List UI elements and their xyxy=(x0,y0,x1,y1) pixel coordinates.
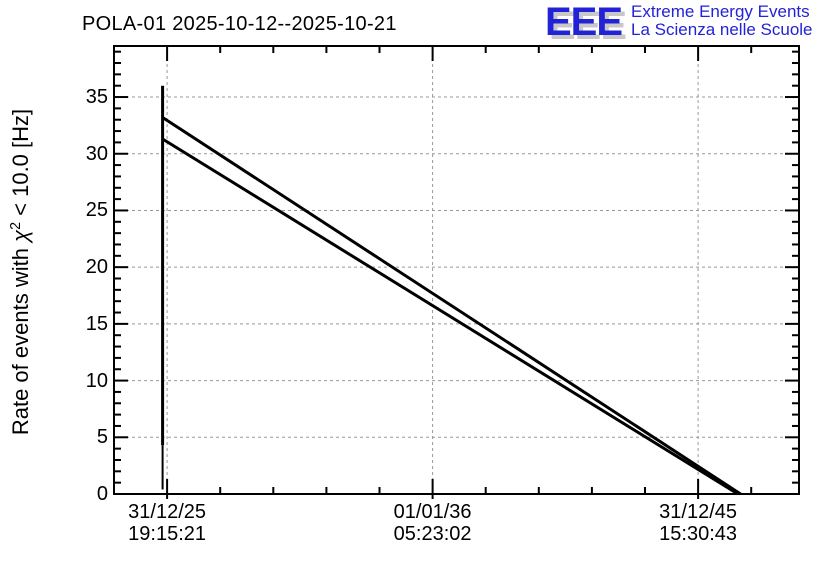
x-tick-label: 01/01/36 05:23:02 xyxy=(368,501,498,545)
x-tick-label: 31/12/25 19:15:21 xyxy=(102,501,232,545)
y-tick-label: 5 xyxy=(96,426,108,449)
y-tick-label: 25 xyxy=(85,199,108,222)
y-tick-label: 30 xyxy=(85,142,108,165)
y-tick-label: 20 xyxy=(85,256,108,279)
plot-frame xyxy=(113,45,800,495)
x-tick-time: 15:30:43 xyxy=(659,523,738,545)
y-tick-label: 0 xyxy=(96,483,108,505)
x-tick-time: 19:15:21 xyxy=(128,523,207,545)
x-tick-date: 31/12/45 xyxy=(659,501,738,523)
eee-logo-line1: Extreme Energy Events xyxy=(631,2,810,21)
lower-rate-line xyxy=(161,137,739,496)
y-tick-label: 10 xyxy=(85,369,108,392)
eee-logo-text: Extreme Energy Events La Scienza nelle S… xyxy=(631,1,812,39)
x-tick-time: 05:23:02 xyxy=(393,523,472,545)
y-tick-label: 15 xyxy=(85,312,108,335)
eee-logo-acronym: EEE xyxy=(545,0,623,44)
eee-logo-line2: La Scienza nelle Scuole xyxy=(631,20,813,39)
x-tick-date: 01/01/36 xyxy=(393,501,472,523)
x-tick-date: 31/12/25 xyxy=(128,501,207,523)
page-title: POLA-01 2025-10-12--2025-10-21 xyxy=(82,13,397,35)
y-tick-label: 35 xyxy=(85,86,108,109)
x-tick-label: 31/12/45 15:30:43 xyxy=(633,501,763,545)
upper-rate-line xyxy=(161,116,742,496)
eee-logo: EEE Extreme Energy Events La Scienza nel… xyxy=(545,1,813,43)
